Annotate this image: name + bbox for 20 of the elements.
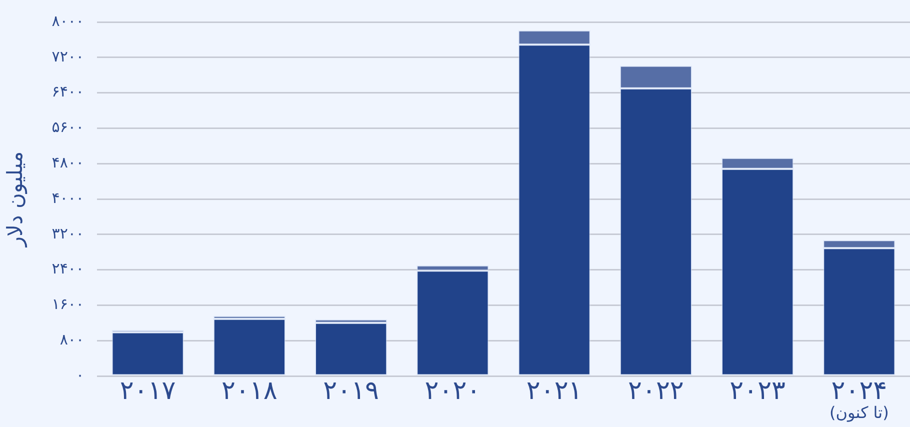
y-tick-label: ۴۸۰۰ — [52, 153, 84, 172]
x-tick-label: ۲۰۲۱ — [526, 376, 582, 406]
y-tick-label: ۷۲۰۰ — [52, 47, 84, 66]
x-tick-label: ۲۰۱۷ — [120, 376, 176, 406]
x-tick-label: ۲۰۲۲ — [628, 376, 684, 406]
y-axis-title: میلیون دلار — [3, 151, 28, 248]
y-tick-label: ۸۰۰۰ — [52, 12, 84, 30]
y-tick-label: ۲۴۰۰ — [52, 260, 84, 278]
y-tick-label: ۵۶۰۰ — [52, 118, 84, 136]
y-tick-label: ۰ — [76, 366, 84, 384]
y-tick-label: ۶۴۰۰ — [52, 82, 84, 101]
x-tick-label: ۲۰۲۴ (تا کنون) — [830, 376, 889, 422]
y-tick-label: ۱۶۰۰ — [52, 295, 84, 314]
x-tick-label: ۲۰۱۹ — [323, 376, 379, 406]
y-tick-label: ۳۲۰۰ — [52, 224, 84, 242]
x-tick-label: ۲۰۲۰ — [424, 376, 481, 406]
x-tick-label: ۲۰۱۸ — [222, 376, 278, 406]
y-tick-label: ۸۰۰ — [60, 330, 84, 348]
x-tick-label: ۲۰۲۳ — [730, 376, 786, 406]
y-tick-label: ۴۰۰۰ — [52, 188, 84, 207]
